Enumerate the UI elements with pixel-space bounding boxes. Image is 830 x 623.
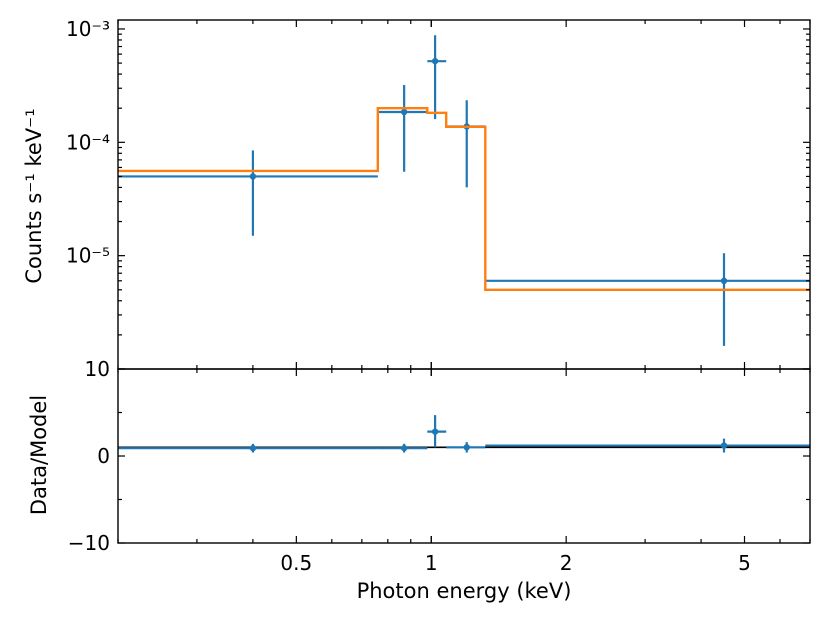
data-point bbox=[431, 57, 439, 65]
spectrum-axes-frame bbox=[117, 19, 811, 370]
axes-frames bbox=[117, 19, 811, 544]
x-axis-label: Photon energy (keV) bbox=[357, 579, 572, 603]
model-step-line bbox=[118, 107, 810, 291]
ratio-axes-frame bbox=[117, 368, 811, 544]
tick-labels: 0.5 1 2 5 10⁻³ 10⁻⁴ 10⁻⁵ 10 0 −10 bbox=[66, 17, 751, 575]
y-tick-label-top: 10⁻⁵ bbox=[66, 244, 110, 268]
ratio-bin bbox=[118, 443, 378, 453]
ratio-point bbox=[400, 444, 408, 452]
y-tick-label-top: 10⁻⁴ bbox=[66, 130, 110, 154]
spectrum-plot-marks bbox=[118, 35, 810, 346]
x-tick-label: 2 bbox=[560, 551, 573, 575]
data-bin bbox=[485, 253, 810, 346]
data-point bbox=[400, 108, 408, 116]
ratio-bin bbox=[446, 442, 486, 453]
ratio-point bbox=[431, 428, 439, 435]
x-tick-label: 5 bbox=[738, 551, 751, 575]
data-bin bbox=[377, 85, 428, 172]
ratio-point bbox=[463, 444, 470, 451]
data-bin bbox=[118, 150, 378, 236]
y-axis-label-top: Counts s⁻¹ keV⁻¹ bbox=[22, 108, 46, 283]
ratio-point bbox=[249, 444, 257, 452]
ratio-bin bbox=[485, 438, 810, 453]
y-tick-label-top: 10⁻³ bbox=[66, 17, 110, 41]
data-bin bbox=[446, 100, 486, 188]
data-point bbox=[720, 277, 728, 285]
y-tick-label-bottom: −10 bbox=[68, 531, 110, 555]
x-tick-label: 1 bbox=[425, 551, 438, 575]
y-tick-label-bottom: 10 bbox=[85, 357, 110, 381]
ratio-bin bbox=[377, 443, 428, 453]
x-tick-label: 0.5 bbox=[280, 551, 312, 575]
ratio-plot-marks bbox=[118, 415, 810, 453]
y-tick-label-bottom: 0 bbox=[97, 444, 110, 468]
ratio-bin bbox=[427, 415, 447, 448]
data-bin bbox=[427, 35, 447, 120]
y-axis-label-bottom: Data/Model bbox=[27, 395, 51, 515]
data-point bbox=[249, 173, 257, 180]
ratio-point bbox=[720, 442, 728, 449]
